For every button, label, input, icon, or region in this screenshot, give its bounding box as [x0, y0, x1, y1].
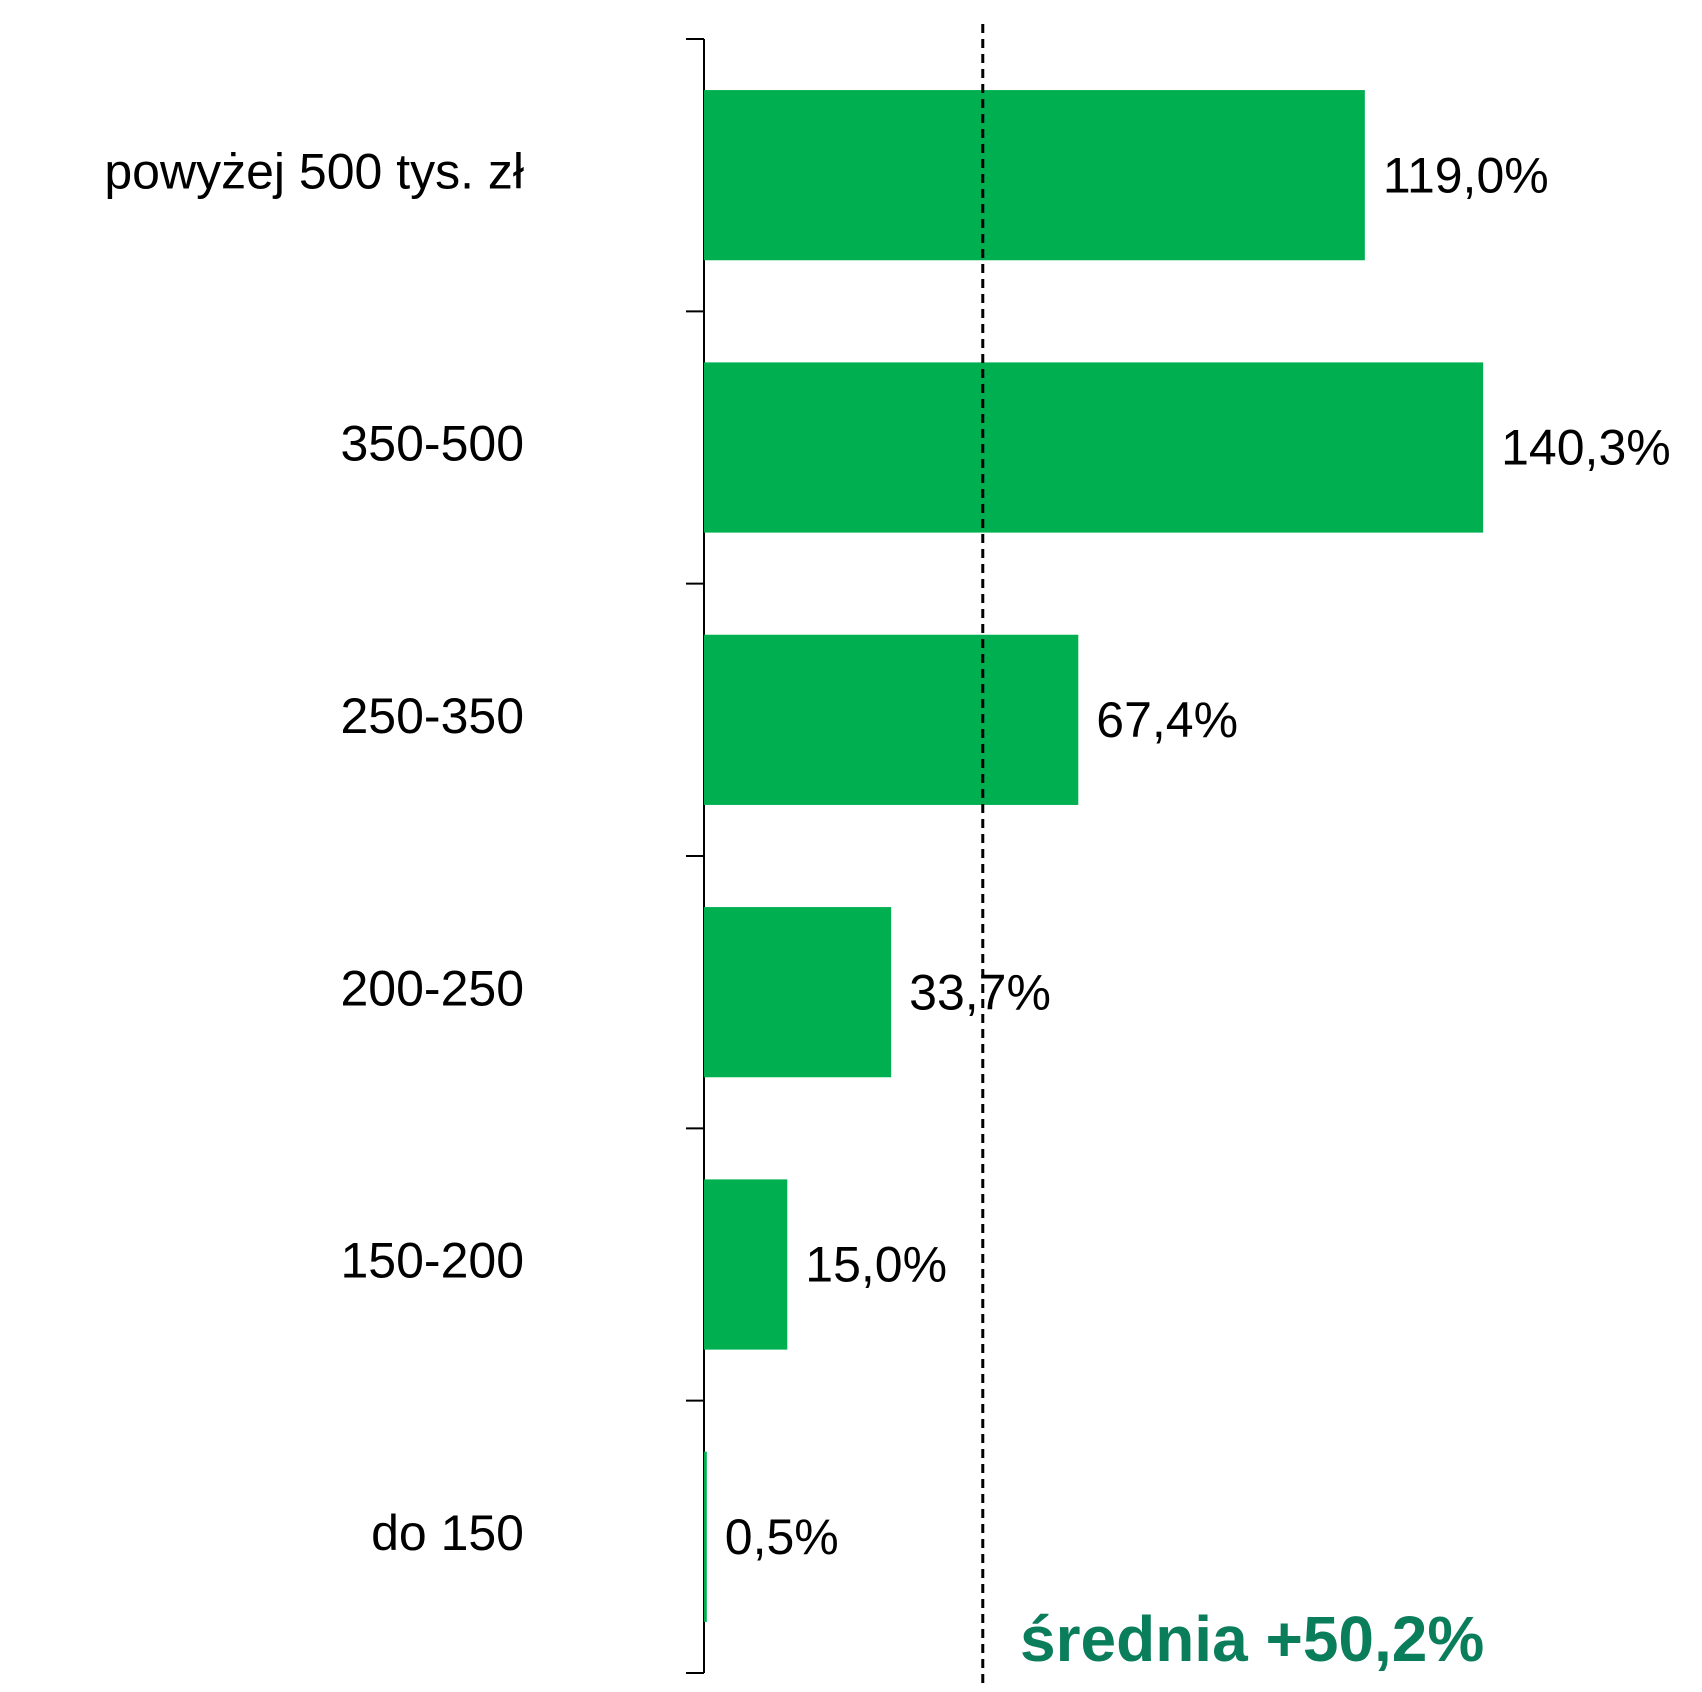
value-label: 0,5%	[725, 1509, 839, 1565]
y-tick-label: 350-500	[341, 416, 525, 472]
bar	[704, 1179, 788, 1350]
bar	[704, 90, 1365, 261]
value-label: 15,0%	[805, 1237, 947, 1293]
value-label: 119,0%	[1383, 147, 1549, 203]
bar	[704, 634, 1079, 805]
bar	[704, 907, 892, 1078]
value-label: 33,7%	[909, 964, 1051, 1020]
y-tick-label: do 150	[371, 1505, 524, 1561]
average-label: średnia +50,2%	[1020, 1603, 1484, 1675]
value-label: 140,3%	[1501, 420, 1671, 476]
y-tick-label: 150-200	[341, 1233, 525, 1289]
bar	[704, 362, 1484, 533]
y-tick-label: 250-350	[341, 688, 525, 744]
y-tick-label: 200-250	[341, 960, 525, 1016]
value-label: 67,4%	[1096, 692, 1238, 748]
y-tick-label: powyżej 500 tys. zł	[104, 143, 524, 199]
bar	[704, 1451, 707, 1622]
